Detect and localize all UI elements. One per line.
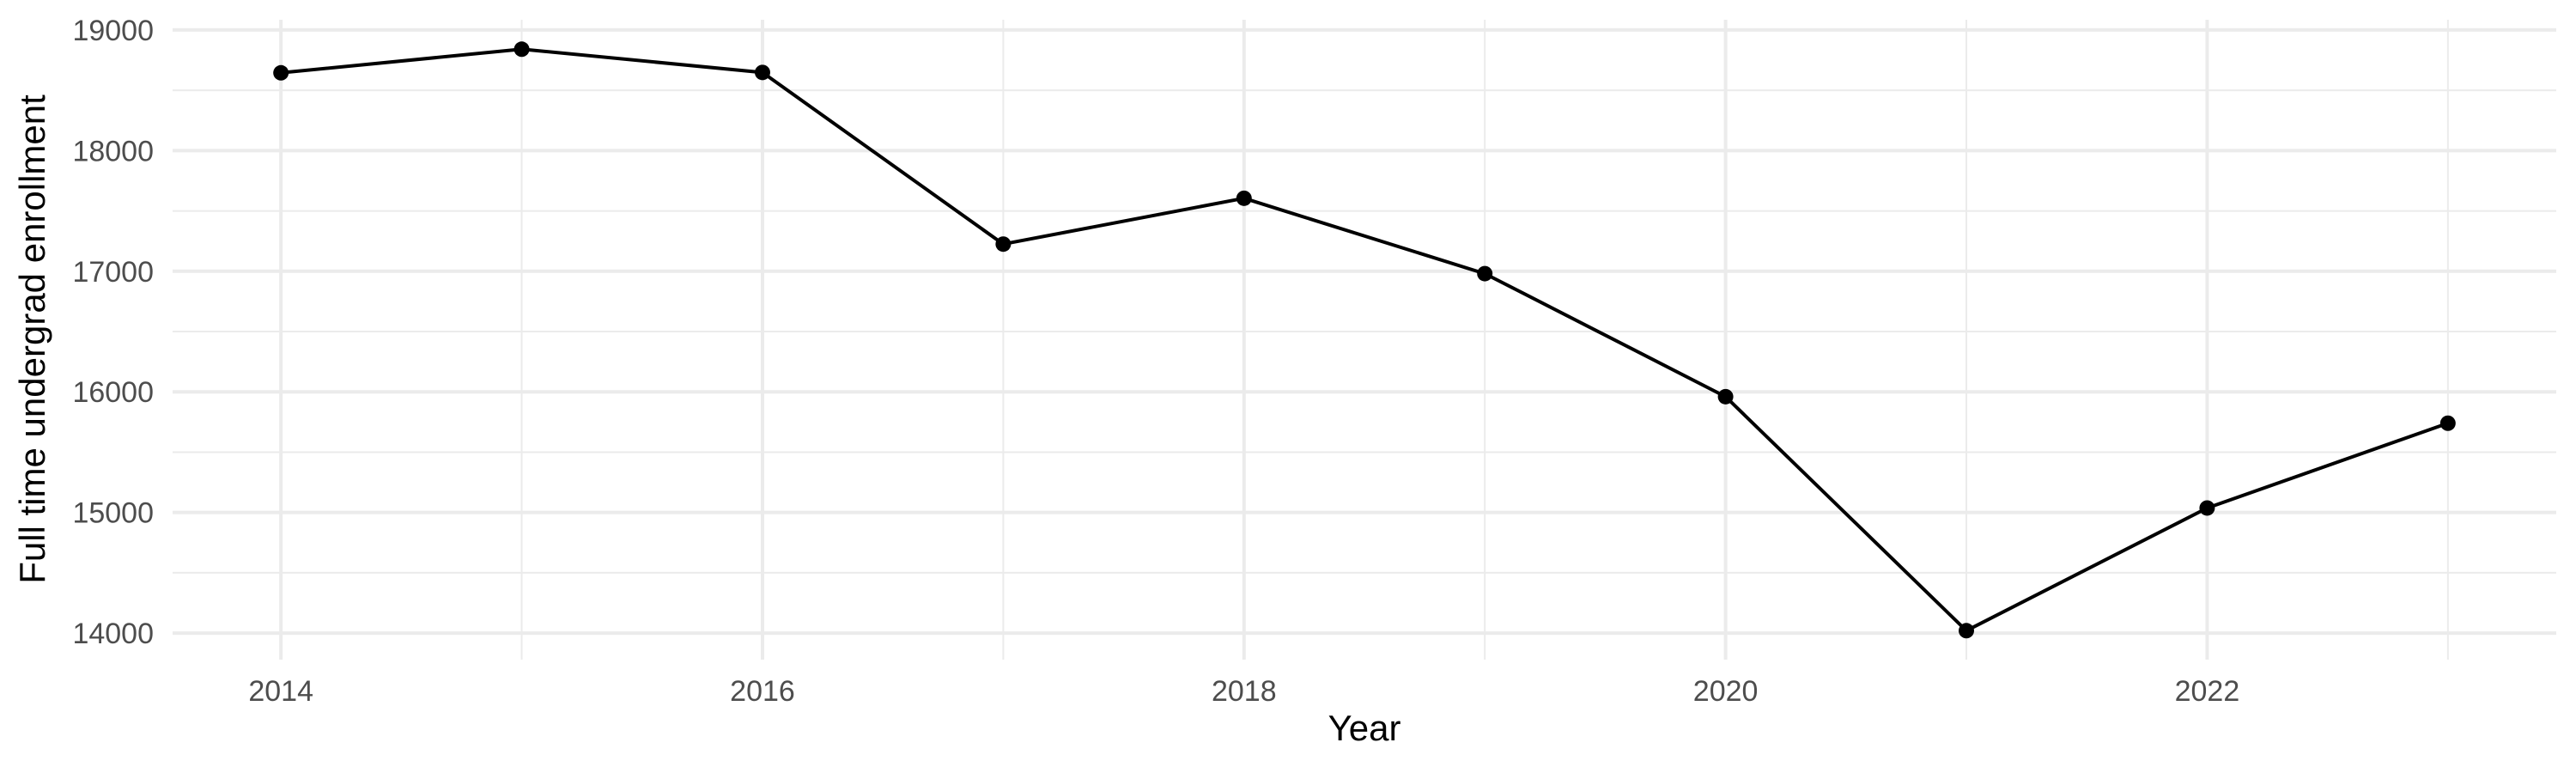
x-tick-label: 2016: [730, 675, 795, 708]
data-point: [2439, 415, 2456, 431]
data-point: [513, 41, 530, 58]
y-tick-label: 17000: [72, 256, 154, 289]
series-line: [280, 47, 2449, 633]
series: [273, 41, 2456, 639]
data-point: [995, 236, 1012, 253]
x-tick-label: 2018: [1212, 675, 1277, 708]
data-point: [1959, 623, 1975, 639]
data-point: [1717, 388, 1734, 405]
x-axis-title: Year: [1328, 708, 1401, 748]
y-tick-label: 19000: [72, 15, 154, 47]
x-axis-ticks: 2014 2016 2018 2020 2022: [248, 675, 2239, 708]
data-point: [754, 64, 770, 81]
x-tick-label: 2014: [248, 675, 313, 708]
y-tick-label: 14000: [72, 618, 154, 650]
x-tick-label: 2020: [1693, 675, 1759, 708]
data-point: [273, 64, 289, 81]
y-tick-label: 15000: [72, 497, 154, 530]
grid: [173, 20, 2556, 660]
data-point: [1236, 190, 1252, 206]
y-tick-label: 18000: [72, 135, 154, 167]
data-point: [1477, 265, 1493, 282]
data-point: [2199, 500, 2215, 516]
y-tick-label: 16000: [72, 376, 154, 409]
y-axis-title: Full time undergrad enrollment: [12, 94, 52, 584]
y-axis-ticks: 14000 15000 16000 17000 18000 19000: [72, 15, 154, 650]
x-tick-label: 2022: [2175, 675, 2240, 708]
